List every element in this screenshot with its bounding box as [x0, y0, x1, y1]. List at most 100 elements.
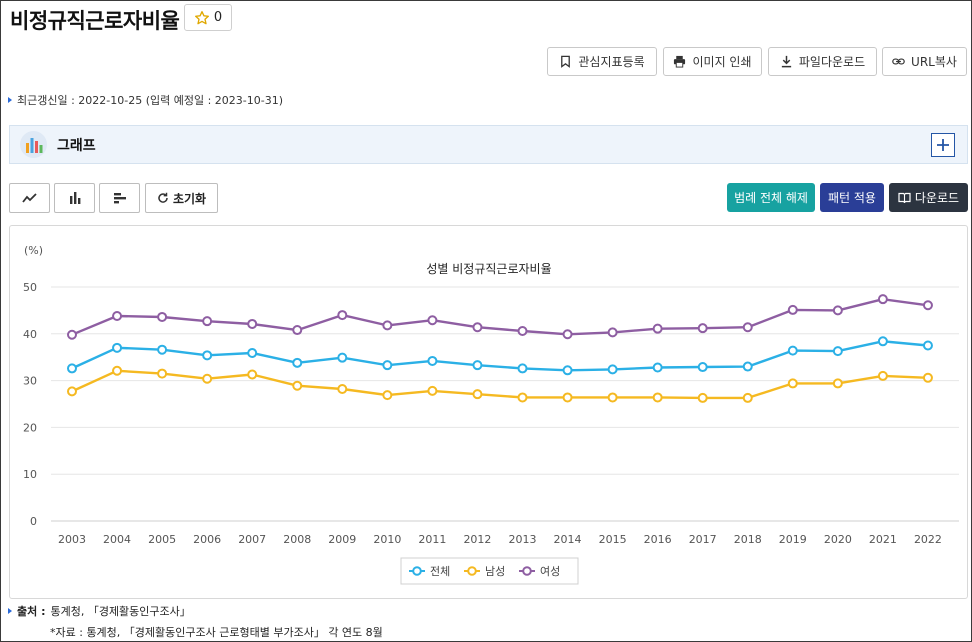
- data-point-total[interactable]: [382, 360, 393, 371]
- chart-title: 성별 비정규직근로자비율: [426, 262, 551, 276]
- data-point-female[interactable]: [67, 329, 77, 340]
- data-point-female[interactable]: [832, 305, 843, 316]
- last-updated: 최근갱신일 : 2022-10-25 (입력 예정일 : 2023-10-31): [8, 92, 283, 108]
- data-point-male[interactable]: [517, 392, 528, 403]
- y-tick-label: 10: [23, 468, 37, 481]
- data-point-male[interactable]: [337, 384, 348, 395]
- x-tick-label: 2016: [644, 533, 672, 546]
- legend-marker-female[interactable]: [522, 566, 532, 576]
- data-point-total[interactable]: [832, 346, 843, 357]
- data-point-male[interactable]: [697, 392, 708, 403]
- legend-marker-total[interactable]: [412, 566, 422, 576]
- x-tick-label: 2006: [193, 533, 221, 546]
- x-tick-label: 2022: [914, 533, 942, 546]
- chart-download-label: 다운로드: [914, 191, 960, 205]
- data-point-total[interactable]: [922, 340, 933, 351]
- data-point-total[interactable]: [112, 342, 123, 353]
- reset-button[interactable]: 초기화: [145, 183, 218, 213]
- data-point-total[interactable]: [742, 361, 753, 372]
- x-tick-label: 2009: [328, 533, 356, 546]
- data-point-total[interactable]: [202, 350, 213, 361]
- print-image-button[interactable]: 이미지 인쇄: [663, 47, 762, 76]
- copy-url-button[interactable]: URL복사: [882, 47, 967, 76]
- data-point-female[interactable]: [472, 322, 483, 333]
- chart-download-button[interactable]: 다운로드: [889, 183, 968, 212]
- data-point-male[interactable]: [607, 392, 618, 403]
- bar-chart-type-button[interactable]: [54, 183, 95, 213]
- data-point-female[interactable]: [697, 323, 708, 334]
- data-point-total[interactable]: [607, 364, 618, 375]
- data-point-total[interactable]: [67, 363, 77, 374]
- data-point-female[interactable]: [337, 310, 348, 321]
- favorite-button[interactable]: 0: [184, 4, 232, 31]
- data-point-total[interactable]: [157, 344, 168, 355]
- data-point-female[interactable]: [562, 329, 573, 340]
- line-chart: (%) 성별 비정규직근로자비율 0 10 20 30 40 50 2003 2004 2005 20…: [23, 244, 959, 585]
- source-line: 출처 : 통계청, 「경제활동인구조사」: [8, 603, 191, 619]
- x-tick-label: 2005: [148, 533, 176, 546]
- data-point-male[interactable]: [112, 365, 123, 376]
- data-point-male[interactable]: [247, 369, 258, 380]
- data-point-female[interactable]: [652, 323, 663, 334]
- data-point-male[interactable]: [877, 370, 888, 381]
- data-point-total[interactable]: [292, 357, 303, 368]
- data-point-total[interactable]: [697, 362, 708, 373]
- bullet-icon: [8, 97, 12, 103]
- line-chart-type-button[interactable]: [9, 183, 50, 213]
- file-download-button[interactable]: 파일다운로드: [768, 47, 877, 76]
- data-point-total[interactable]: [562, 365, 573, 376]
- data-point-total[interactable]: [517, 363, 528, 374]
- copy-url-label: URL복사: [911, 55, 957, 69]
- data-point-total[interactable]: [472, 360, 483, 371]
- data-point-female[interactable]: [202, 316, 213, 327]
- data-point-female[interactable]: [382, 320, 393, 331]
- data-point-female[interactable]: [112, 311, 123, 322]
- data-point-male[interactable]: [787, 378, 798, 389]
- data-point-female[interactable]: [427, 315, 438, 326]
- data-point-female[interactable]: [607, 327, 618, 338]
- x-tick-label: 2020: [824, 533, 852, 546]
- data-point-male[interactable]: [382, 390, 393, 401]
- x-tick-label: 2021: [869, 533, 897, 546]
- data-point-female[interactable]: [247, 318, 258, 329]
- data-point-male[interactable]: [472, 389, 483, 400]
- bullet-icon: [8, 608, 12, 614]
- data-point-total[interactable]: [337, 352, 348, 363]
- data-point-total[interactable]: [427, 355, 438, 366]
- data-point-male[interactable]: [922, 372, 933, 383]
- x-tick-label: 2012: [463, 533, 491, 546]
- data-point-total[interactable]: [652, 362, 663, 373]
- apply-pattern-button[interactable]: 패턴 적용: [820, 183, 884, 212]
- data-point-male[interactable]: [202, 373, 213, 384]
- series-line-male: [71, 369, 928, 400]
- bookmark-icon: [561, 55, 571, 68]
- data-point-male[interactable]: [832, 378, 843, 389]
- legend-label-total: 전체: [430, 565, 450, 578]
- data-point-total[interactable]: [787, 345, 798, 356]
- data-point-male[interactable]: [157, 368, 168, 379]
- data-point-male[interactable]: [652, 392, 663, 403]
- data-point-male[interactable]: [742, 392, 753, 403]
- data-point-female[interactable]: [922, 300, 933, 311]
- data-point-female[interactable]: [787, 304, 798, 315]
- data-point-male[interactable]: [67, 386, 77, 397]
- expand-button[interactable]: [931, 133, 955, 157]
- x-tick-label: 2008: [283, 533, 311, 546]
- series-line-total: [71, 340, 929, 372]
- data-point-female[interactable]: [742, 322, 753, 333]
- data-point-female[interactable]: [517, 325, 528, 336]
- legend-box: [400, 557, 579, 585]
- data-point-total[interactable]: [877, 336, 888, 347]
- legend-marker-male[interactable]: [467, 566, 477, 576]
- data-point-male[interactable]: [427, 385, 438, 396]
- last-updated-text: 최근갱신일 : 2022-10-25 (입력 예정일 : 2023-10-31): [17, 94, 284, 107]
- horizontal-bar-chart-type-button[interactable]: [99, 183, 140, 213]
- data-point-female[interactable]: [292, 325, 303, 336]
- data-point-male[interactable]: [292, 380, 303, 391]
- bookmark-indicator-button[interactable]: 관심지표등록: [547, 47, 657, 76]
- data-point-female[interactable]: [157, 311, 168, 322]
- legend-clear-all-button[interactable]: 범례 전체 해제: [727, 183, 815, 212]
- data-point-total[interactable]: [247, 347, 258, 358]
- data-point-female[interactable]: [877, 294, 888, 305]
- data-point-male[interactable]: [562, 392, 573, 403]
